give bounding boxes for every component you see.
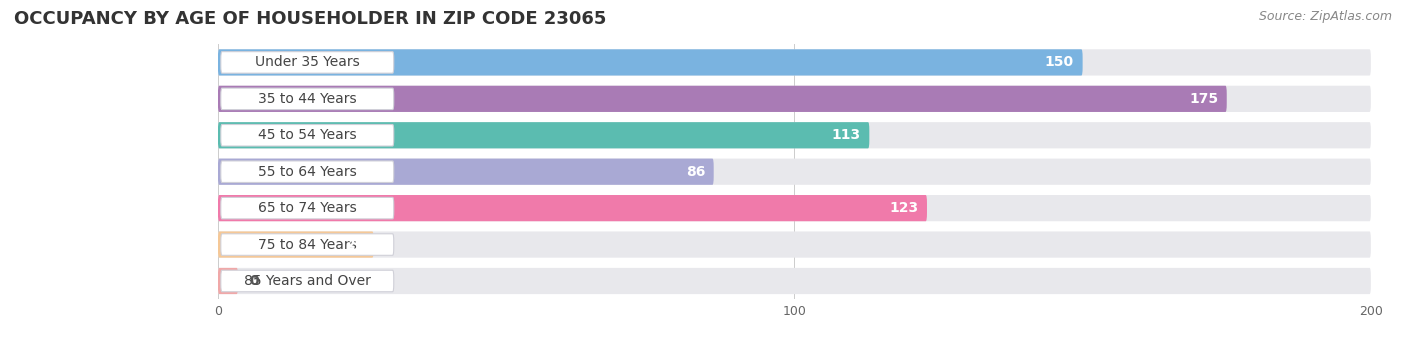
- FancyBboxPatch shape: [221, 124, 394, 146]
- FancyBboxPatch shape: [218, 232, 1371, 258]
- FancyBboxPatch shape: [221, 234, 394, 255]
- FancyBboxPatch shape: [221, 52, 394, 73]
- FancyBboxPatch shape: [218, 86, 1226, 112]
- Text: OCCUPANCY BY AGE OF HOUSEHOLDER IN ZIP CODE 23065: OCCUPANCY BY AGE OF HOUSEHOLDER IN ZIP C…: [14, 10, 606, 28]
- FancyBboxPatch shape: [218, 268, 238, 294]
- FancyBboxPatch shape: [218, 195, 927, 221]
- FancyBboxPatch shape: [221, 88, 394, 109]
- FancyBboxPatch shape: [218, 158, 1371, 185]
- Text: 113: 113: [831, 128, 860, 142]
- FancyBboxPatch shape: [218, 232, 374, 258]
- FancyBboxPatch shape: [218, 268, 1371, 294]
- FancyBboxPatch shape: [218, 122, 869, 148]
- FancyBboxPatch shape: [221, 198, 394, 219]
- Text: 123: 123: [889, 201, 918, 215]
- Text: 55 to 64 Years: 55 to 64 Years: [257, 165, 357, 179]
- FancyBboxPatch shape: [218, 49, 1083, 75]
- Text: 27: 27: [346, 238, 366, 252]
- FancyBboxPatch shape: [218, 122, 1371, 148]
- Text: 150: 150: [1045, 55, 1074, 69]
- Text: 75 to 84 Years: 75 to 84 Years: [257, 238, 357, 252]
- Text: 65 to 74 Years: 65 to 74 Years: [257, 201, 357, 215]
- Text: Source: ZipAtlas.com: Source: ZipAtlas.com: [1258, 10, 1392, 23]
- FancyBboxPatch shape: [218, 195, 1371, 221]
- FancyBboxPatch shape: [221, 270, 394, 292]
- FancyBboxPatch shape: [221, 161, 394, 183]
- FancyBboxPatch shape: [218, 49, 1371, 75]
- Text: Under 35 Years: Under 35 Years: [254, 55, 360, 69]
- FancyBboxPatch shape: [218, 158, 714, 185]
- Text: 85 Years and Over: 85 Years and Over: [243, 274, 371, 288]
- Text: 45 to 54 Years: 45 to 54 Years: [257, 128, 357, 142]
- FancyBboxPatch shape: [218, 86, 1371, 112]
- Text: 175: 175: [1189, 92, 1218, 106]
- Text: 0: 0: [249, 274, 259, 288]
- Text: 35 to 44 Years: 35 to 44 Years: [257, 92, 357, 106]
- Text: 86: 86: [686, 165, 704, 179]
